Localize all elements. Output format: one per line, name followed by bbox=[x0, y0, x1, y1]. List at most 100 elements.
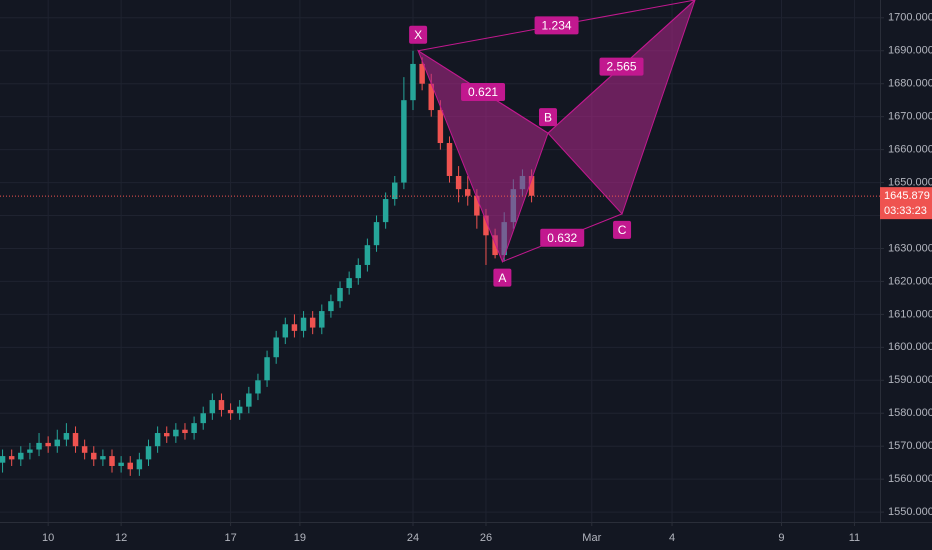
y-tick-label: 1660.000 bbox=[888, 144, 932, 156]
x-tick-label: 17 bbox=[224, 532, 236, 544]
candle-body bbox=[474, 195, 480, 216]
ratio-label-box bbox=[540, 228, 585, 247]
point-label-box bbox=[538, 108, 557, 127]
candle-body bbox=[100, 456, 106, 460]
y-tick-label: 1580.000 bbox=[888, 407, 932, 419]
candle-body bbox=[319, 311, 325, 328]
candle-body bbox=[36, 442, 42, 450]
y-tick-label: 1570.000 bbox=[888, 440, 932, 452]
y-tick-label: 1600.000 bbox=[888, 341, 932, 353]
candle-body bbox=[0, 456, 6, 463]
ratio-label-box bbox=[599, 57, 644, 76]
candle-body bbox=[464, 189, 471, 196]
candle-body bbox=[173, 429, 179, 437]
x-tick-label: 26 bbox=[480, 532, 492, 544]
candle-body bbox=[246, 393, 252, 407]
ratio-label: 1.234 bbox=[542, 19, 572, 33]
candle-body bbox=[236, 406, 243, 414]
point-label: B bbox=[544, 110, 552, 124]
ratio-label: 0.621 bbox=[468, 85, 498, 99]
ratio-label-box bbox=[461, 82, 506, 101]
candle-body bbox=[191, 423, 197, 434]
x-tick-label: 11 bbox=[849, 532, 860, 544]
y-tick-label: 1620.000 bbox=[888, 275, 932, 287]
candle-body bbox=[528, 175, 535, 196]
candle-body bbox=[209, 400, 216, 414]
point-label-box bbox=[493, 268, 512, 287]
candle-body bbox=[410, 63, 416, 101]
y-tick-label: 1610.000 bbox=[888, 308, 932, 320]
y-tick-label: 1690.000 bbox=[888, 45, 932, 57]
candle-body bbox=[163, 433, 170, 437]
candle-body bbox=[282, 324, 289, 338]
point-label: X bbox=[414, 28, 422, 42]
candle-body bbox=[72, 433, 79, 447]
y-tick-label: 1680.000 bbox=[888, 78, 932, 90]
point-label-box bbox=[613, 220, 632, 239]
y-tick-label: 1650.000 bbox=[888, 176, 932, 188]
candle-body bbox=[127, 462, 133, 470]
candle-body bbox=[63, 433, 70, 440]
candle-body bbox=[419, 63, 425, 84]
candle-body bbox=[255, 380, 261, 394]
y-tick-label: 1670.000 bbox=[888, 111, 932, 123]
candle-body bbox=[328, 301, 334, 312]
candle-body bbox=[200, 413, 206, 424]
candle-body bbox=[373, 222, 380, 246]
countdown-label: 03:33:23 bbox=[884, 205, 927, 217]
candle-body bbox=[18, 452, 24, 460]
candle-body bbox=[91, 452, 97, 460]
last-price-label: 1645.879 bbox=[884, 190, 930, 202]
candle-body bbox=[492, 235, 498, 256]
x-tick-label: 9 bbox=[778, 532, 784, 544]
candle-body bbox=[218, 400, 225, 410]
y-tick-label: 1630.000 bbox=[888, 242, 932, 254]
x-tick-label: Mar bbox=[582, 532, 601, 544]
candle-body bbox=[136, 459, 143, 470]
candle-body bbox=[27, 449, 33, 453]
candle-body bbox=[300, 317, 307, 331]
candle-body bbox=[8, 456, 15, 460]
y-tick-label: 1590.000 bbox=[888, 374, 932, 386]
point-label: C bbox=[618, 223, 627, 237]
candle-body bbox=[273, 337, 279, 358]
candle-body bbox=[346, 278, 352, 289]
candle-body bbox=[446, 143, 453, 176]
point-label-box bbox=[409, 25, 428, 44]
candle-body bbox=[227, 409, 234, 414]
candle-body bbox=[392, 182, 398, 200]
y-tick-label: 1560.000 bbox=[888, 473, 932, 485]
candle-body bbox=[145, 446, 152, 460]
candle-body bbox=[54, 439, 61, 447]
x-tick-label: 19 bbox=[294, 532, 306, 544]
point-label: A bbox=[498, 271, 506, 285]
candle-body bbox=[109, 456, 115, 466]
x-tick-label: 10 bbox=[42, 532, 54, 544]
x-tick-label: 4 bbox=[669, 532, 675, 544]
candle-body bbox=[309, 317, 316, 328]
candle-body bbox=[337, 288, 343, 302]
candle-body bbox=[382, 199, 389, 223]
candle-body bbox=[483, 215, 489, 236]
x-tick-label: 24 bbox=[407, 532, 419, 544]
x-tick-label: 12 bbox=[115, 532, 127, 544]
candle-body bbox=[182, 429, 188, 434]
ratio-label: 2.565 bbox=[606, 60, 636, 74]
y-tick-label: 1700.000 bbox=[888, 12, 932, 24]
ratio-label-box bbox=[534, 16, 579, 35]
candle-body bbox=[437, 110, 444, 144]
candle-body bbox=[154, 433, 161, 447]
y-tick-label: 1550.000 bbox=[888, 506, 932, 518]
candle-body bbox=[455, 175, 462, 190]
candle-body bbox=[45, 442, 51, 447]
candle-body bbox=[81, 446, 88, 453]
ratio-label: 0.632 bbox=[547, 231, 577, 245]
candle-body bbox=[264, 357, 270, 381]
candle-body bbox=[428, 83, 434, 111]
candle-body bbox=[401, 100, 407, 183]
candle-body bbox=[355, 264, 362, 279]
candle-body bbox=[118, 462, 124, 466]
last-price-box bbox=[880, 187, 932, 220]
